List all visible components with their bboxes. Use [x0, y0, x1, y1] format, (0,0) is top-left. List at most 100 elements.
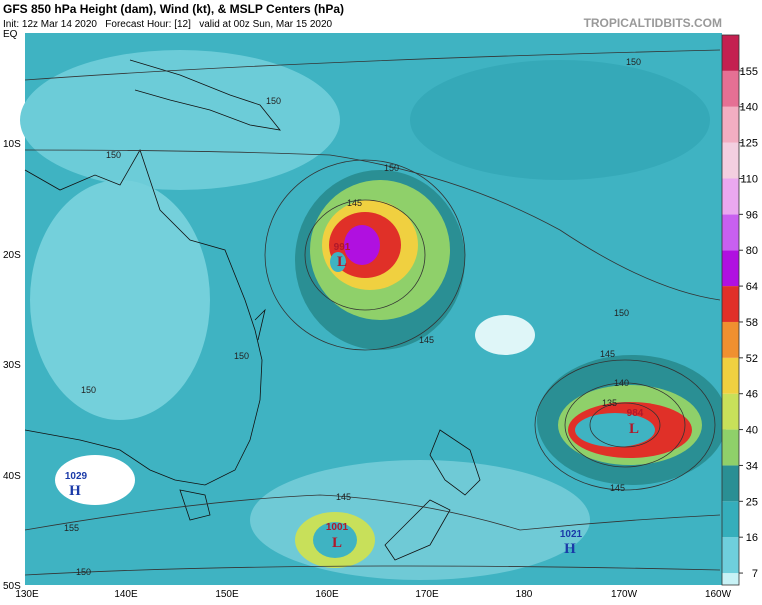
contour	[534, 359, 716, 491]
wind-field	[250, 460, 590, 580]
colorbar-segment	[722, 70, 739, 107]
contour	[24, 149, 721, 301]
pressure-centers: 1029 H 1001 L 1021 H 984 L 991 L	[65, 242, 644, 557]
colorbar-label: 64	[746, 281, 758, 293]
wind-field	[344, 225, 380, 265]
new-zealand-coast	[384, 429, 481, 561]
lat-label: 10S	[3, 139, 21, 150]
australia-coast	[24, 149, 263, 486]
colorbar-segment	[722, 465, 739, 502]
lat-label: 30S	[3, 360, 21, 371]
colorbar-label: 155	[740, 66, 758, 78]
colorbar-label: 16	[746, 532, 758, 544]
lon-label: 130E	[15, 589, 39, 600]
contour-label: 145	[336, 492, 351, 502]
center-kind: H	[69, 483, 81, 499]
contour-label: 135	[602, 398, 617, 408]
eye	[330, 252, 346, 272]
center-kind: L	[337, 254, 347, 270]
contour-label: 150	[81, 385, 96, 395]
colorbar-segment	[722, 501, 739, 538]
brand: TROPICALTIDBITS.COM	[584, 16, 722, 30]
colorbar-segment	[722, 537, 739, 574]
center-kind: L	[332, 535, 342, 551]
eye	[313, 522, 357, 558]
center-kind: H	[564, 541, 576, 557]
contour	[24, 565, 721, 576]
colorbar-frame	[721, 34, 740, 586]
lon-label: 150E	[215, 589, 239, 600]
contour	[24, 49, 721, 81]
wind-field	[20, 50, 340, 190]
colorbar-label: 110	[740, 173, 758, 185]
colorbar-segment	[722, 429, 739, 466]
lat-label: 50S	[3, 581, 21, 592]
colorbar-segment	[722, 357, 739, 394]
calm-area	[475, 315, 535, 355]
tasmania-coast	[179, 489, 211, 521]
colorbar-segment	[722, 286, 739, 322]
colorbar-segment	[722, 35, 739, 71]
contour	[564, 382, 686, 468]
colorbar-label: 52	[746, 353, 758, 365]
latitude-labels: EQ 10S 20S 30S 40S 50S	[3, 29, 21, 592]
colorbar-label: 125	[740, 138, 758, 150]
wind-field	[410, 60, 710, 180]
center-value: 1001	[326, 522, 349, 533]
contour-label: 150	[266, 96, 281, 106]
contour-label: 140	[614, 378, 629, 388]
lon-label: 160W	[705, 589, 732, 600]
lon-label: 170W	[611, 589, 638, 600]
lat-label: 20S	[3, 250, 21, 261]
colorbar-label: 80	[746, 245, 758, 257]
colorbar-segment	[722, 321, 739, 358]
contour-label: 150	[384, 163, 399, 173]
lat-label: 40S	[3, 471, 21, 482]
contour-label: 145	[419, 335, 434, 345]
center-value: 1029	[65, 471, 88, 482]
center-value: 984	[627, 408, 644, 419]
longitude-labels: 130E 140E 150E 160E 170E 180 170W 160W	[15, 589, 731, 600]
contour	[589, 402, 661, 448]
lon-label: 180	[516, 589, 533, 600]
colorbar-label: 40	[746, 425, 758, 437]
new-guinea-coast	[129, 59, 281, 131]
eye	[575, 413, 655, 447]
colorbar-segment	[722, 106, 739, 143]
contour	[24, 494, 721, 531]
lat-label: EQ	[3, 29, 18, 40]
contour-label: 155	[64, 523, 79, 533]
subtitle: Init: 12z Mar 14 2020 Forecast Hour: [12…	[3, 19, 333, 30]
colorbar-segment	[722, 214, 739, 251]
colorbar-segment	[722, 573, 739, 585]
colorbar: 7 16 25 34 40 46 52 58 64 80 96 110 125 140 155	[721, 34, 758, 586]
colorbar-label: 34	[746, 460, 758, 472]
new-caledonia-coast	[254, 308, 266, 341]
colorbar-label: 58	[746, 317, 758, 329]
contour-label: 150	[234, 351, 249, 361]
colorbar-label: 25	[746, 496, 758, 508]
colorbar-segment	[722, 142, 739, 179]
coastlines	[24, 59, 481, 561]
colorbar-segment	[722, 393, 739, 430]
center-value: 991	[334, 242, 351, 253]
lon-label: 160E	[315, 589, 339, 600]
colorbar-segment	[722, 178, 739, 215]
contour-label: 145	[610, 483, 625, 493]
contour-label: 150	[626, 57, 641, 67]
title: GFS 850 hPa Height (dam), Wind (kt), & M…	[3, 2, 344, 16]
height-contours	[24, 49, 721, 576]
center-value: 1021	[560, 529, 583, 540]
contour-label: 150	[76, 567, 91, 577]
contour-label: 150	[106, 150, 121, 160]
colorbar-label: 46	[746, 389, 758, 401]
lon-label: 170E	[415, 589, 439, 600]
contour-labels: 150 150 150 150 150 150 150 145 145 145 …	[64, 57, 641, 577]
map-area	[20, 33, 727, 585]
lon-label: 140E	[114, 589, 138, 600]
contour-label: 145	[347, 198, 362, 208]
colorbar-label: 96	[746, 209, 758, 221]
center-kind: L	[629, 421, 639, 437]
contour-label: 145	[600, 349, 615, 359]
